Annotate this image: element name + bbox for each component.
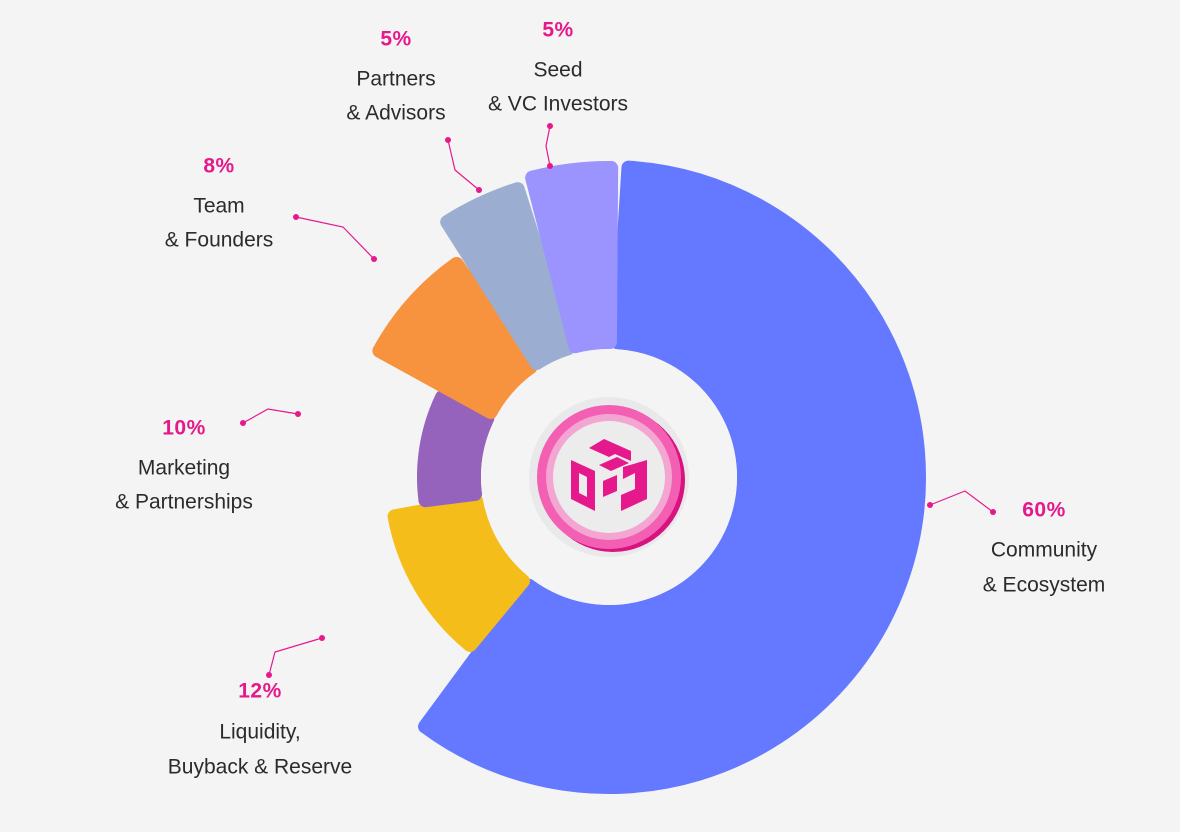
data-label-liquidity-buyback-reserve: 12%	[238, 680, 282, 703]
leader-dot-partners-advisors-0	[476, 187, 482, 193]
slice-label-seed-vc-investors-line2: & VC Investors	[488, 93, 628, 116]
data-label-marketing-partnerships: 10%	[162, 417, 206, 440]
center-token-logo-icon	[529, 397, 689, 557]
leader-dot-marketing-partnerships-0	[295, 411, 301, 417]
leader-dot-marketing-partnerships-1	[240, 420, 246, 426]
slice-label-community-ecosystem-line2: & Ecosystem	[983, 574, 1106, 597]
slice-team-founders	[372, 256, 538, 419]
slice-label-marketing-partnerships-line1: Marketing	[138, 457, 230, 480]
leader-dot-partners-advisors-1	[445, 137, 451, 143]
leader-lines-group	[240, 123, 996, 678]
slice-liquidity-buyback-reserve	[387, 494, 530, 652]
leader-dot-community-ecosystem-0	[927, 502, 933, 508]
leader-dot-seed-vc-investors-1	[547, 123, 553, 129]
leader-dot-team-founders-0	[371, 256, 377, 262]
data-label-partners-advisors: 5%	[380, 28, 411, 51]
slice-label-marketing-partnerships-line2: & Partnerships	[115, 491, 253, 514]
leader-dot-community-ecosystem-1	[990, 509, 996, 515]
leader-dot-liquidity-buyback-reserve-0	[319, 635, 325, 641]
leader-line-team-founders	[295, 216, 375, 260]
leader-line-marketing-partnerships	[242, 408, 299, 424]
slice-label-partners-advisors-line1: Partners	[356, 68, 435, 91]
leader-dot-liquidity-buyback-reserve-1	[266, 672, 272, 678]
leader-line-partners-advisors	[447, 139, 480, 191]
slice-label-team-founders-line1: Team	[193, 195, 244, 218]
leader-line-seed-vc-investors	[545, 125, 551, 167]
slice-label-team-founders-line2: & Founders	[165, 229, 274, 252]
labels-group: 60% Community & Ecosystem 12% Liquidity, Buyb…	[115, 19, 1105, 779]
data-label-community-ecosystem: 60%	[1022, 499, 1066, 522]
slice-seed-vc-investors	[525, 161, 619, 354]
leader-line-community-ecosystem	[929, 490, 994, 513]
slice-partners-advisors	[440, 182, 576, 371]
slice-community-ecosystem	[418, 160, 926, 794]
slice-label-partners-advisors-line2: & Advisors	[346, 102, 445, 125]
leader-dot-seed-vc-investors-0	[547, 163, 553, 169]
slice-label-community-ecosystem-line1: Community	[991, 539, 1098, 562]
data-label-seed-vc-investors: 5%	[542, 19, 573, 42]
slice-label-liquidity-buyback-reserve-line2: Buyback & Reserve	[168, 756, 352, 779]
slice-label-liquidity-buyback-reserve-line1: Liquidity,	[219, 721, 300, 744]
leader-dot-team-founders-1	[293, 214, 299, 220]
leader-line-liquidity-buyback-reserve	[268, 637, 323, 676]
slice-marketing-partnerships	[417, 390, 495, 508]
data-label-team-founders: 8%	[203, 155, 234, 178]
slice-label-seed-vc-investors-line1: Seed	[533, 59, 582, 82]
